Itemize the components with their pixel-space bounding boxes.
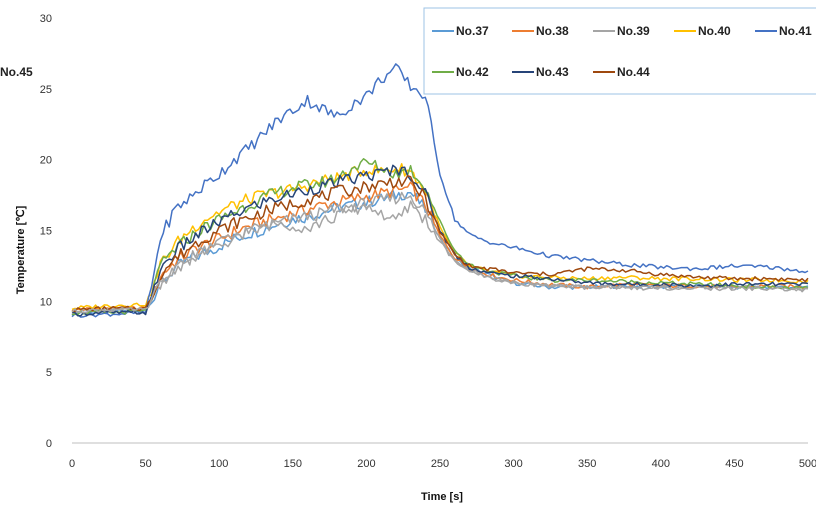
series-lines [71,63,809,318]
x-tick-label: 400 [652,458,670,470]
x-axis-title: Time [s] [421,491,463,503]
x-tick-label: 50 [139,458,151,470]
series-line-no42 [71,158,809,316]
x-tick-label: 250 [431,458,449,470]
series-line-no41 [71,63,809,318]
x-tick-label: 350 [578,458,596,470]
x-tick-label: 0 [69,458,75,470]
series-line-no45 [71,200,809,314]
x-tick-label: 150 [284,458,302,470]
legend-label: No.37 [456,24,489,38]
x-tick-label: 200 [357,458,375,470]
x-axis-ticks: 0 50 100 150 200 250 300 350 400 450 500 [69,458,816,470]
y-tick-label: 30 [40,13,52,25]
y-tick-label: 20 [40,155,52,167]
legend-label: No.38 [536,24,569,38]
x-tick-label: 450 [725,458,743,470]
y-axis-ticks: 0 5 10 15 20 25 30 [40,13,52,450]
legend: No.37 No.38 No.39 No.40 No.41 No.42 No.43 No.44… [0,7,816,95]
y-tick-label: 10 [40,296,52,308]
legend-label: No.39 [617,24,650,38]
x-tick-label: 500 [799,458,816,470]
y-tick-label: 0 [46,438,52,450]
x-tick-label: 100 [210,458,228,470]
legend-label: No.42 [456,65,489,79]
x-tick-label: 300 [504,458,522,470]
series-line-no38 [71,181,809,312]
legend-label: No.43 [536,65,569,79]
y-tick-label: 25 [40,84,52,96]
y-axis-title: Temperature [℃] [15,205,27,294]
series-line-no44 [72,175,809,313]
legend-label: No.40 [698,24,731,38]
y-tick-label: 15 [40,226,52,238]
y-tick-label: 5 [46,367,52,379]
legend-box [423,7,816,95]
legend-label: No.44 [617,65,650,79]
legend-label: No.45 [0,65,33,79]
legend-label: No.41 [779,24,812,38]
